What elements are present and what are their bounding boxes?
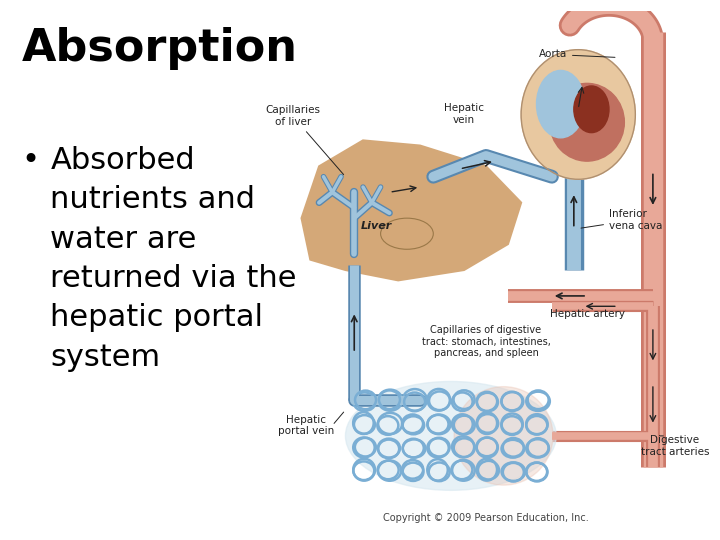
Text: Absorbed
nutrients and
water are
returned via the
hepatic portal
system: Absorbed nutrients and water are returne… (50, 146, 297, 372)
Polygon shape (302, 140, 521, 280)
Ellipse shape (346, 381, 557, 490)
Ellipse shape (574, 86, 609, 133)
Text: Digestive
tract arteries: Digestive tract arteries (641, 435, 709, 457)
Text: Capillaries of digestive
tract: stomach, intestines,
pancreas, and spleen: Capillaries of digestive tract: stomach,… (422, 325, 550, 358)
Text: •: • (22, 146, 40, 175)
Text: Absorption: Absorption (22, 27, 297, 70)
Ellipse shape (549, 83, 624, 161)
Text: Copyright © 2009 Pearson Education, Inc.: Copyright © 2009 Pearson Education, Inc. (383, 514, 589, 523)
Text: Capillaries
of liver: Capillaries of liver (265, 105, 343, 174)
Text: Hepatic
portal vein: Hepatic portal vein (278, 415, 334, 436)
Text: Liver: Liver (361, 220, 392, 231)
Ellipse shape (454, 387, 553, 485)
Ellipse shape (536, 70, 585, 138)
Ellipse shape (521, 50, 635, 179)
Text: Hepatic
vein: Hepatic vein (444, 103, 484, 125)
Text: Aorta: Aorta (539, 50, 615, 59)
Text: Hepatic artery: Hepatic artery (549, 309, 624, 319)
Text: Inferior
vena cava: Inferior vena cava (581, 209, 662, 231)
